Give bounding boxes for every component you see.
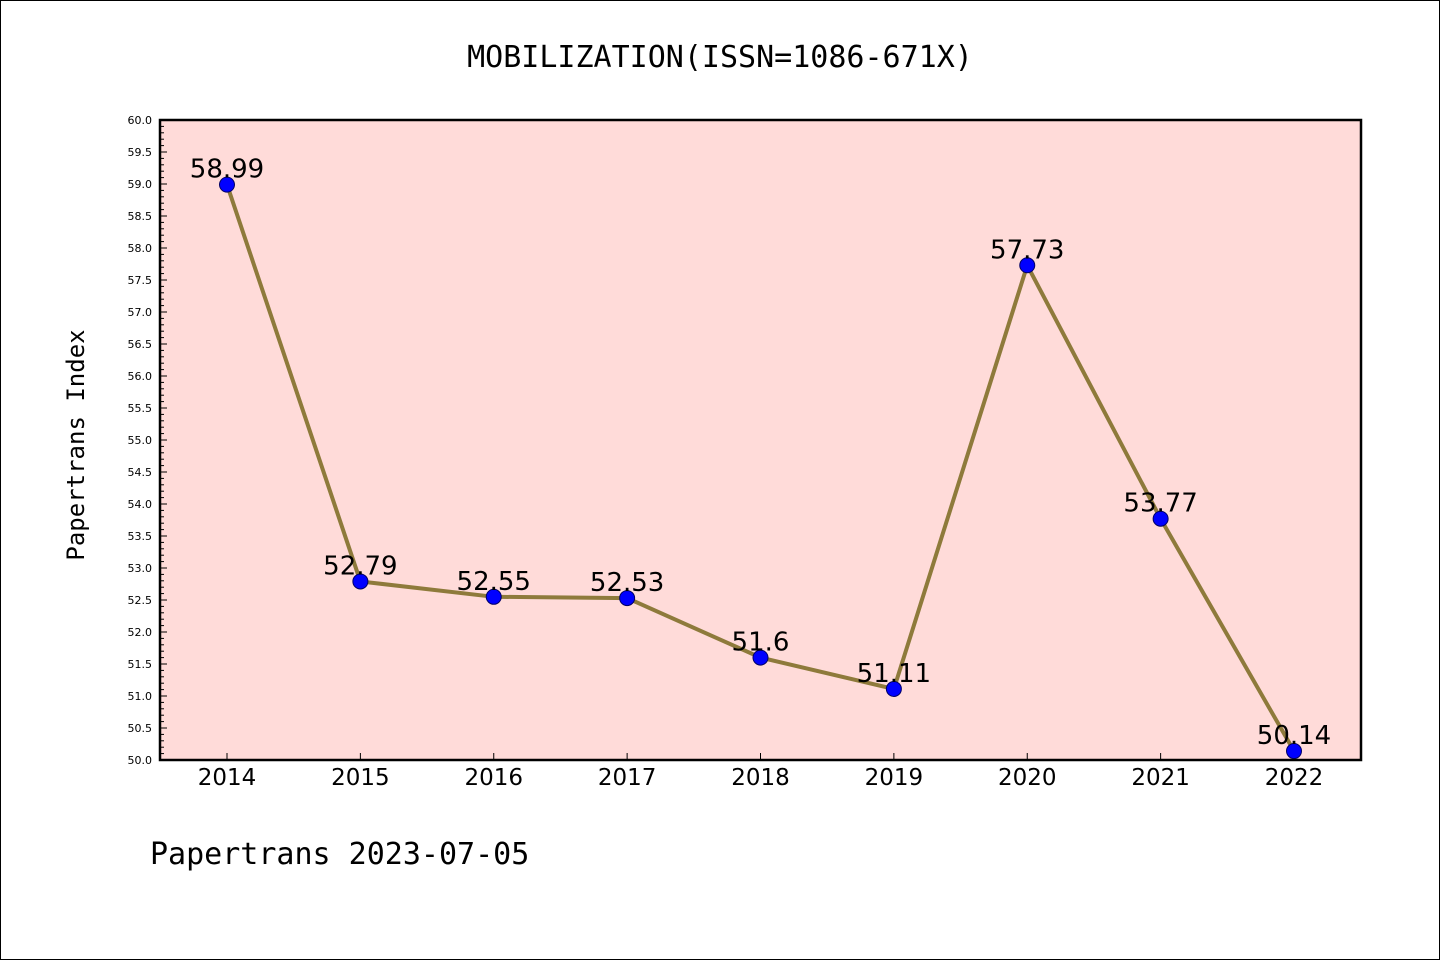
data-label: 52.55 bbox=[457, 567, 531, 597]
data-point bbox=[352, 573, 369, 590]
y-tick-label: 58.0 bbox=[128, 242, 153, 255]
y-tick-label: 52.0 bbox=[128, 626, 153, 639]
x-axis: 2014 2015 2016 2017 2018 2019 2020 2021 2022 bbox=[198, 753, 1324, 791]
y-tick-label: 58.5 bbox=[128, 210, 153, 223]
data-point bbox=[619, 590, 636, 607]
x-tick-label: 2017 bbox=[598, 765, 657, 791]
plot-border bbox=[158, 118, 1363, 762]
y-tick-label: 53.5 bbox=[128, 530, 153, 543]
y-tick-label: 50.0 bbox=[128, 754, 153, 767]
y-tick-label: 60.0 bbox=[128, 114, 153, 127]
y-tick-label: 59.5 bbox=[128, 146, 153, 159]
data-label: 51.11 bbox=[857, 659, 931, 689]
x-tick-label: 2022 bbox=[1265, 765, 1324, 791]
y-tick-label: 50.5 bbox=[128, 722, 153, 735]
x-tick-label: 2020 bbox=[998, 765, 1057, 791]
data-point bbox=[1152, 510, 1169, 527]
x-tick-label: 2016 bbox=[464, 765, 523, 791]
data-point bbox=[752, 649, 769, 666]
data-label: 58.99 bbox=[190, 155, 264, 185]
y-tick-label: 54.5 bbox=[128, 466, 153, 479]
y-tick-label: 51.5 bbox=[128, 658, 153, 671]
y-tick-label: 56.5 bbox=[128, 338, 153, 351]
x-tick-label: 2014 bbox=[198, 765, 257, 791]
x-tick-label: 2018 bbox=[731, 765, 790, 791]
y-tick-label: 57.5 bbox=[128, 274, 153, 287]
data-point bbox=[219, 176, 235, 193]
data-label: 50.14 bbox=[1257, 721, 1331, 751]
y-tick-label: 55.5 bbox=[128, 402, 153, 415]
x-tick-label: 2019 bbox=[865, 765, 924, 791]
data-point bbox=[1019, 257, 1036, 274]
data-label: 57.73 bbox=[990, 235, 1064, 265]
data-label: 53.77 bbox=[1123, 489, 1197, 519]
y-tick-label: 53.0 bbox=[128, 562, 153, 575]
data-point bbox=[485, 588, 502, 605]
data-markers bbox=[219, 176, 1302, 760]
x-tick-label: 2021 bbox=[1131, 765, 1190, 791]
y-tick-label: 55.0 bbox=[128, 434, 153, 447]
data-label: 52.53 bbox=[590, 568, 664, 598]
footer-text: Papertrans 2023-07-05 bbox=[150, 837, 529, 872]
data-point bbox=[885, 680, 902, 697]
chart-title: MOBILIZATION(ISSN=1086-671X) bbox=[467, 40, 973, 75]
data-label: 52.79 bbox=[323, 551, 397, 581]
y-axis: 50.0 50.5 51.0 51.5 52.0 52.5 53.0 53.5 54.0 54.5… bbox=[128, 114, 167, 767]
y-axis-label: Papertrans Index bbox=[62, 329, 90, 560]
data-labels: 58.99 52.79 52.55 52.53 51.6 51.11 57.73 53.77 5… bbox=[190, 155, 1331, 751]
y-tick-label: 59.0 bbox=[128, 178, 153, 191]
y-tick-label: 54.0 bbox=[128, 498, 153, 511]
y-tick-label: 51.0 bbox=[128, 690, 153, 703]
data-point bbox=[1286, 743, 1302, 760]
x-tick-label: 2015 bbox=[331, 765, 390, 791]
y-tick-label: 56.0 bbox=[128, 370, 153, 383]
y-tick-label: 57.0 bbox=[128, 306, 153, 319]
data-label: 51.6 bbox=[732, 628, 790, 658]
y-tick-label: 52.5 bbox=[128, 594, 153, 607]
